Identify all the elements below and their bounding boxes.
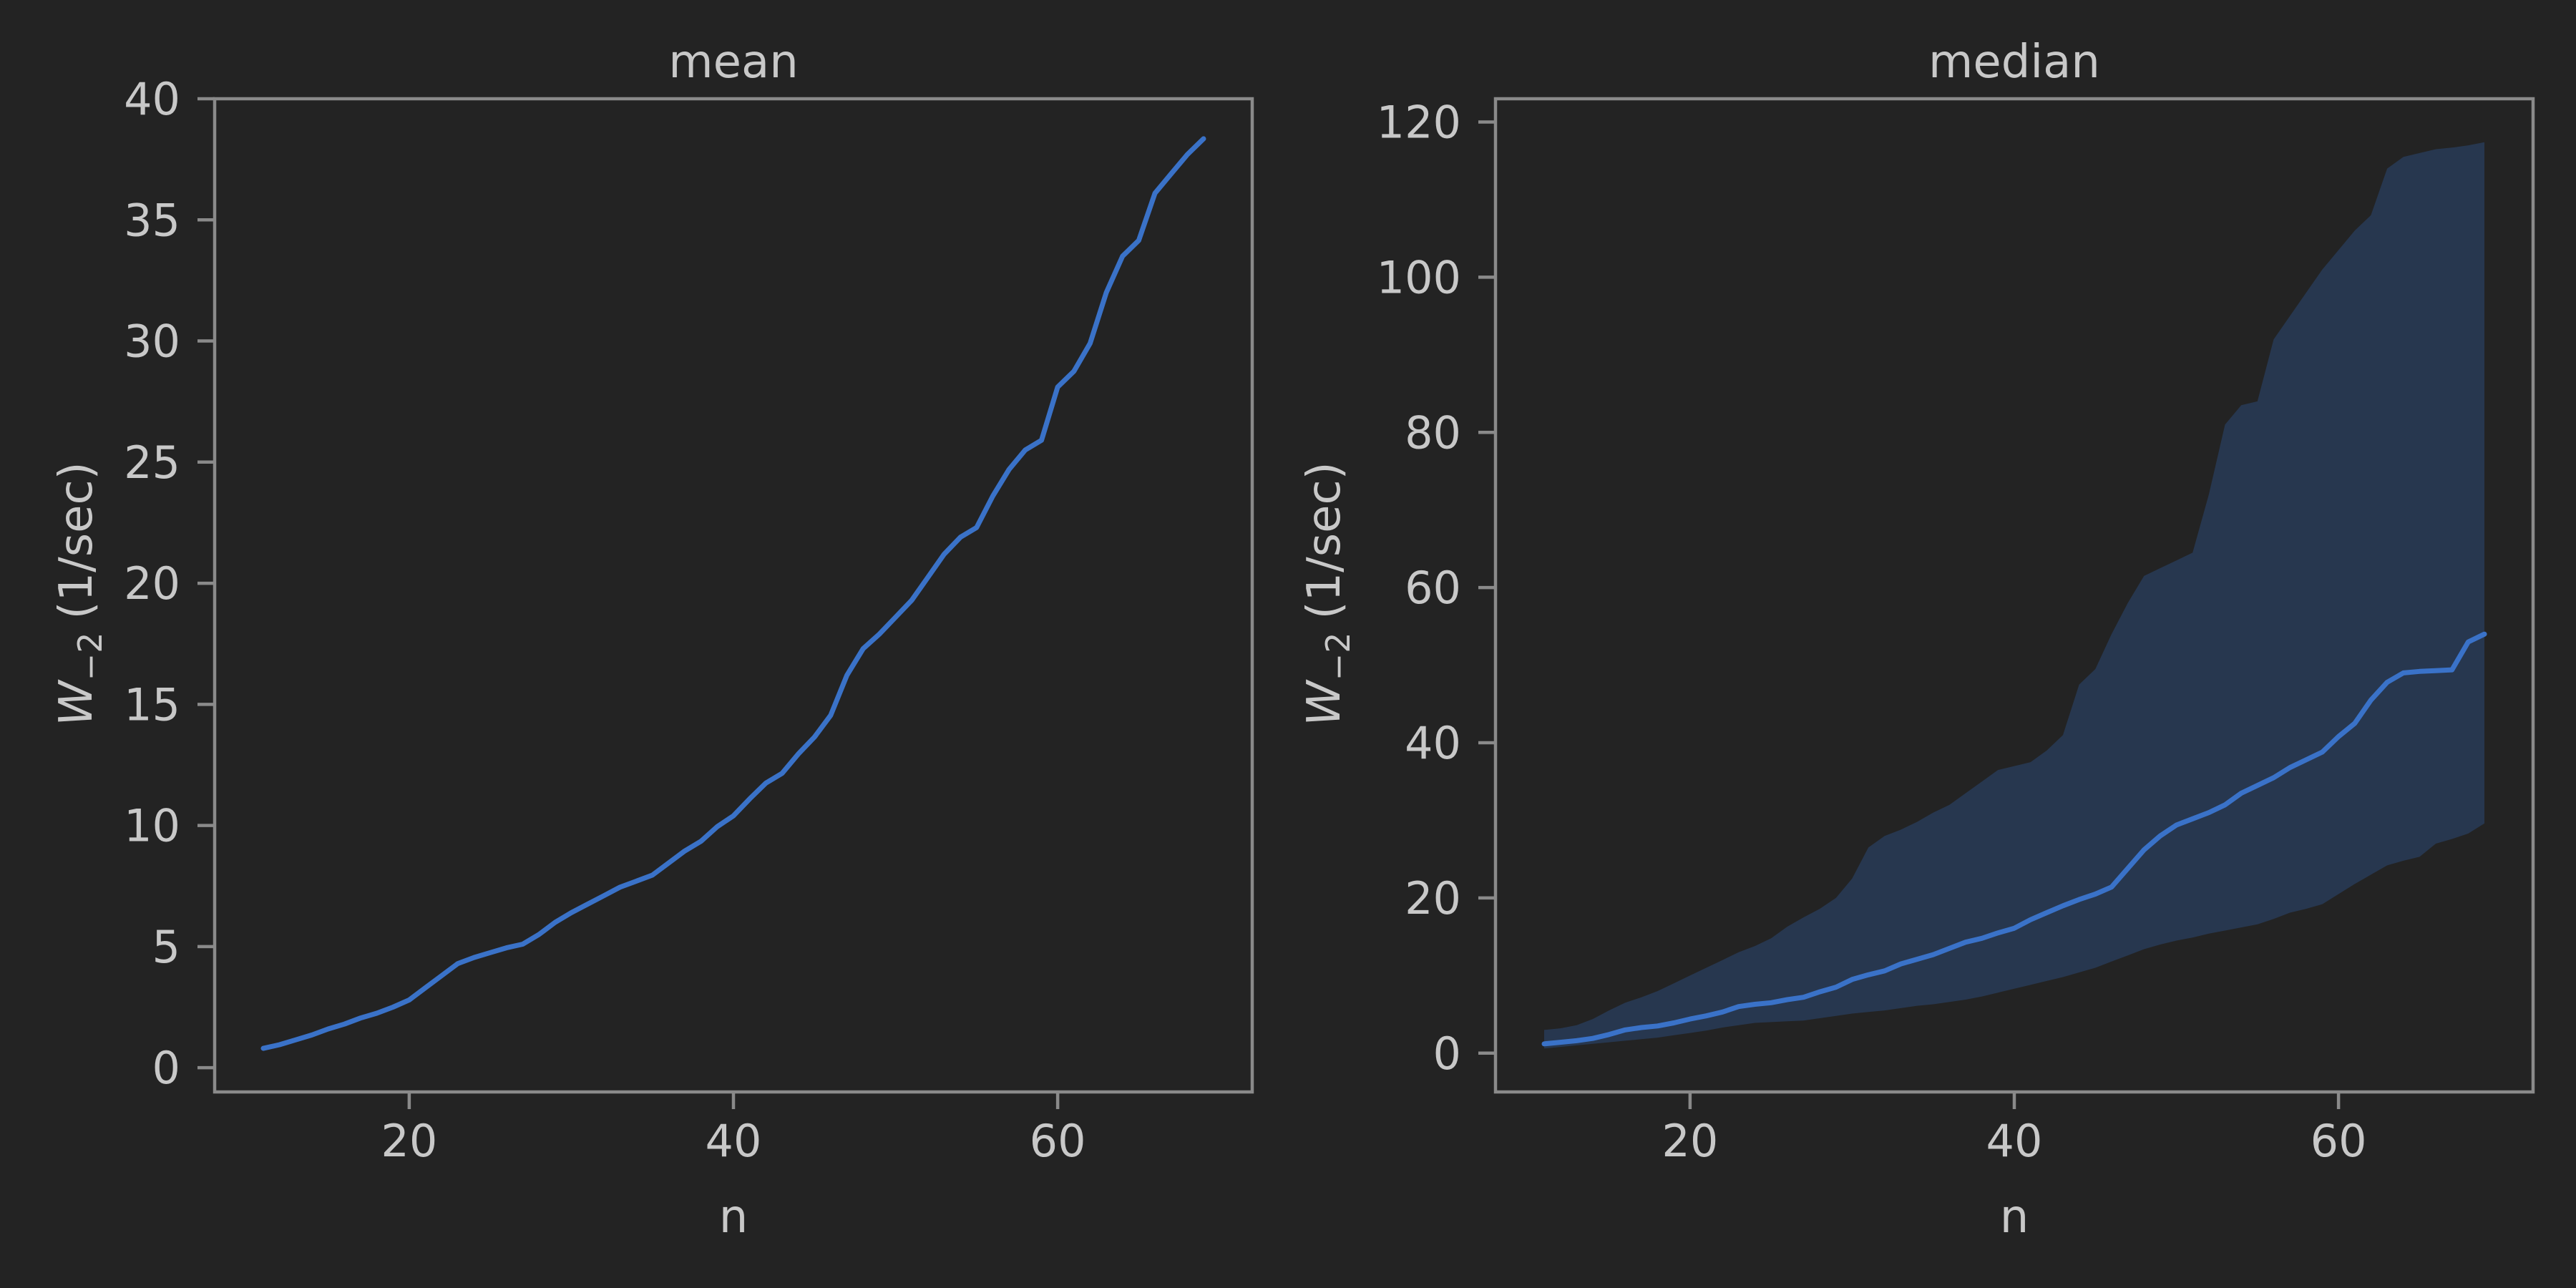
median-y-tick-label: 100 [1377, 251, 1461, 303]
median-panel-ylabel: W−2 (1/sec) [1298, 462, 1357, 726]
mean-panel-xlabel: n [719, 1191, 748, 1244]
mean-y-tick-label: 35 [124, 194, 180, 246]
mean-panel-title: mean [668, 36, 799, 89]
mean-y-tick-label: 25 [124, 436, 180, 489]
median-series-line [1541, 631, 2487, 1047]
median-range-band [1544, 142, 2484, 1049]
median-y-tick-label: 80 [1405, 406, 1461, 459]
median-panel-title: median [1928, 36, 2100, 89]
median-x-tick-label: 60 [2311, 1115, 2367, 1167]
mean-x-tick-label: 40 [706, 1115, 762, 1167]
mean-y-tick-label: 30 [124, 316, 180, 368]
mean-ylabel-symbol: W [50, 679, 103, 726]
mean-ylabel-unit: (1/sec) [50, 462, 103, 619]
median-ylabel-unit: (1/sec) [1298, 462, 1351, 619]
mean-panel: mean 20 40 60 0 5 10 15 20 25 30 35 40 n W−2 (1/sec) [50, 36, 1254, 1244]
mean-y-tick-label: 10 [124, 800, 180, 852]
median-panel: median 20 40 60 0 20 40 60 80 100 120 n W−2 (1/sec… [1298, 36, 2535, 1244]
median-y-tick-label: 20 [1405, 872, 1461, 924]
mean-y-tick-label: 5 [152, 921, 180, 973]
median-x-tick-label: 40 [1986, 1115, 2043, 1167]
mean-ylabel-subscript: −2 [71, 633, 109, 681]
mean-x-tick-label: 60 [1030, 1115, 1086, 1167]
median-y-tick-label: 0 [1433, 1028, 1461, 1080]
median-ylabel-symbol: W [1298, 679, 1351, 726]
median-x-tick-label: 20 [1662, 1115, 1718, 1167]
median-y-tick-label: 120 [1377, 97, 1461, 149]
median-y-tick-label: 60 [1405, 562, 1461, 614]
median-plot-area: 20 40 60 0 20 40 60 80 100 120 [1377, 97, 2535, 1167]
mean-panel-ylabel: W−2 (1/sec) [50, 462, 109, 726]
median-y-tick-label: 40 [1405, 717, 1461, 769]
median-ylabel-subscript: −2 [1319, 633, 1357, 681]
mean-series-line [260, 136, 1206, 1051]
median-panel-xlabel: n [2000, 1191, 2029, 1244]
mean-y-tick-label: 0 [152, 1042, 180, 1094]
mean-plot-area: 20 40 60 0 5 10 15 20 25 30 35 40 [124, 73, 1254, 1167]
mean-x-tick-label: 20 [381, 1115, 437, 1167]
mean-y-tick-label: 40 [124, 73, 180, 125]
mean-y-tick-label: 20 [124, 557, 180, 610]
mean-y-tick-label: 15 [124, 678, 180, 731]
